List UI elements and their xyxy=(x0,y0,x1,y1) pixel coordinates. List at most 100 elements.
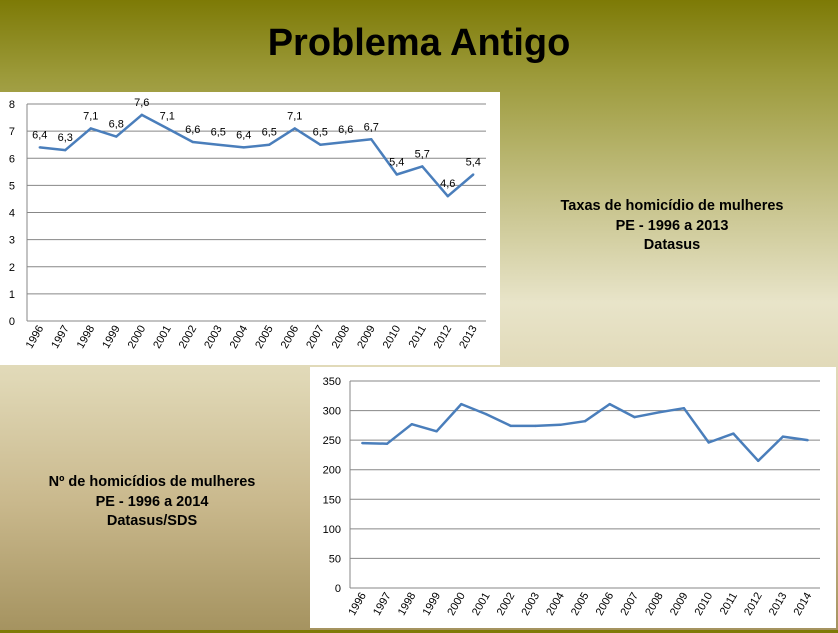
rates-data-point xyxy=(140,113,143,117)
rates-y-tick-label: 8 xyxy=(9,99,15,111)
rates-x-tick-label: 2006 xyxy=(279,324,302,351)
counts-x-tick-label: 2005 xyxy=(569,591,592,618)
counts-data-point xyxy=(559,423,562,426)
counts-y-tick-label: 250 xyxy=(323,435,341,447)
counts-y-tick-label: 100 xyxy=(323,524,341,536)
counts-x-tick-label: 2000 xyxy=(445,591,468,618)
rates-x-tick-label: 2009 xyxy=(355,324,378,351)
rates-data-point xyxy=(217,143,220,146)
counts-data-point xyxy=(361,441,364,445)
counts-x-tick-label: 1997 xyxy=(371,591,394,618)
counts-y-tick-label: 200 xyxy=(323,465,341,477)
counts-x-tick-label: 2009 xyxy=(668,591,691,618)
counts-data-point xyxy=(385,442,389,445)
counts-data-point xyxy=(732,432,735,435)
rates-caption-line-2: PE - 1996 a 2013 xyxy=(615,217,729,234)
counts-series-line xyxy=(362,402,808,463)
rates-caption-line-1: Taxas de homicídio de mulheres xyxy=(560,198,784,214)
rates-x-tick-label: 2004 xyxy=(228,324,251,351)
slide-title: Problema Antigo xyxy=(267,22,571,64)
counts-x-tick-label: 2004 xyxy=(544,591,567,618)
rates-x-tick-label: 1998 xyxy=(75,324,98,351)
rates-data-point xyxy=(319,143,322,146)
counts-data-point xyxy=(608,402,611,406)
rates-y-tick-label: 6 xyxy=(9,153,15,165)
counts-x-tick-label: 2007 xyxy=(618,591,641,618)
rates-data-point xyxy=(472,173,475,176)
counts-x-tick-label: 2014 xyxy=(792,591,815,618)
rates-data-label: 6,6 xyxy=(338,124,353,136)
counts-x-tick-label: 2006 xyxy=(594,591,617,618)
rates-data-label: 6,6 xyxy=(185,124,200,136)
rates-x-tick-label: 1999 xyxy=(100,324,123,351)
counts-data-point xyxy=(707,441,710,444)
counts-x-tick-label: 2011 xyxy=(718,591,740,617)
rates-data-label: 6,8 xyxy=(109,119,124,131)
counts-caption-line-2: PE - 1996 a 2014 xyxy=(95,493,209,510)
rates-data-label: 6,5 xyxy=(313,127,328,139)
counts-data-point xyxy=(658,411,661,414)
counts-x-tick-label: 2008 xyxy=(643,591,666,618)
rates-data-point xyxy=(395,173,398,176)
rates-data-point xyxy=(446,195,449,198)
rates-chart-caption: Taxas de homicídio de mulheres PE - 1996… xyxy=(540,197,804,256)
counts-data-point xyxy=(583,420,587,423)
rates-x-tick-label: 2013 xyxy=(457,324,480,351)
rates-x-tick-label: 2012 xyxy=(432,324,455,351)
rates-data-label: 6,4 xyxy=(236,129,251,141)
counts-x-tick-label: 2003 xyxy=(519,591,542,618)
rates-data-point xyxy=(115,135,118,138)
rates-y-tick-label: 2 xyxy=(9,262,15,274)
rates-x-tick-label: 2005 xyxy=(253,324,276,351)
counts-caption-line-1: Nº de homicídios de mulheres xyxy=(48,474,256,490)
rates-x-tick-label: 1996 xyxy=(24,324,47,351)
counts-data-point xyxy=(534,424,537,428)
rates-data-label: 5,7 xyxy=(415,148,430,160)
rates-data-label: 6,3 xyxy=(58,132,73,144)
counts-chart-panel: 0 50 100 150 200 250 300 350 1996 1997 1998 1999 200… xyxy=(310,367,836,628)
rates-data-label: 6,7 xyxy=(364,121,379,133)
counts-chart-caption: Nº de homicídios de mulheres PE - 1996 a… xyxy=(20,473,284,532)
rates-data-label: 4,6 xyxy=(440,178,455,190)
rates-x-tick-label: 1997 xyxy=(49,324,72,351)
counts-data-point xyxy=(633,415,636,419)
rates-data-point xyxy=(89,127,92,130)
counts-data-point xyxy=(806,438,809,442)
rates-x-tick-label: 2001 xyxy=(151,324,174,351)
rates-data-point xyxy=(242,146,245,149)
rates-x-tick-label: 2007 xyxy=(304,324,327,351)
rates-data-point xyxy=(293,127,296,130)
counts-data-point xyxy=(410,422,414,426)
counts-data-point xyxy=(484,412,488,416)
rates-y-tick-label: 4 xyxy=(9,208,15,220)
rates-x-tick-label: 2011 xyxy=(407,324,429,350)
rates-data-point xyxy=(421,165,424,168)
rates-data-label: 7,6 xyxy=(134,97,149,109)
counts-data-point xyxy=(756,459,760,463)
counts-data-point xyxy=(460,402,463,406)
rates-x-tick-label: 2000 xyxy=(126,324,149,351)
rates-data-label: 7,1 xyxy=(287,110,302,122)
rates-data-point xyxy=(64,148,67,152)
rates-data-point xyxy=(166,127,169,130)
rates-data-label: 6,5 xyxy=(211,127,226,139)
rates-y-tick-label: 5 xyxy=(9,180,15,192)
counts-x-tick-label: 2002 xyxy=(495,591,518,618)
counts-data-point xyxy=(435,430,438,433)
counts-y-tick-label: 300 xyxy=(323,406,341,418)
rates-y-tick-label: 0 xyxy=(9,316,15,328)
rates-data-label: 5,4 xyxy=(466,157,481,169)
rates-data-label: 7,1 xyxy=(160,110,175,122)
rates-data-label: 7,1 xyxy=(83,110,98,122)
counts-y-tick-label: 50 xyxy=(329,553,341,565)
rates-x-tick-label: 2010 xyxy=(381,324,404,351)
counts-data-point xyxy=(781,435,785,438)
rates-data-point xyxy=(344,140,347,144)
counts-x-tick-label: 2001 xyxy=(470,591,493,618)
counts-y-tick-label: 150 xyxy=(323,494,341,506)
rates-x-tick-label: 2002 xyxy=(177,324,200,351)
counts-x-tick-label: 1998 xyxy=(396,591,419,618)
counts-caption-line-3: Datasus/SDS xyxy=(106,513,198,529)
